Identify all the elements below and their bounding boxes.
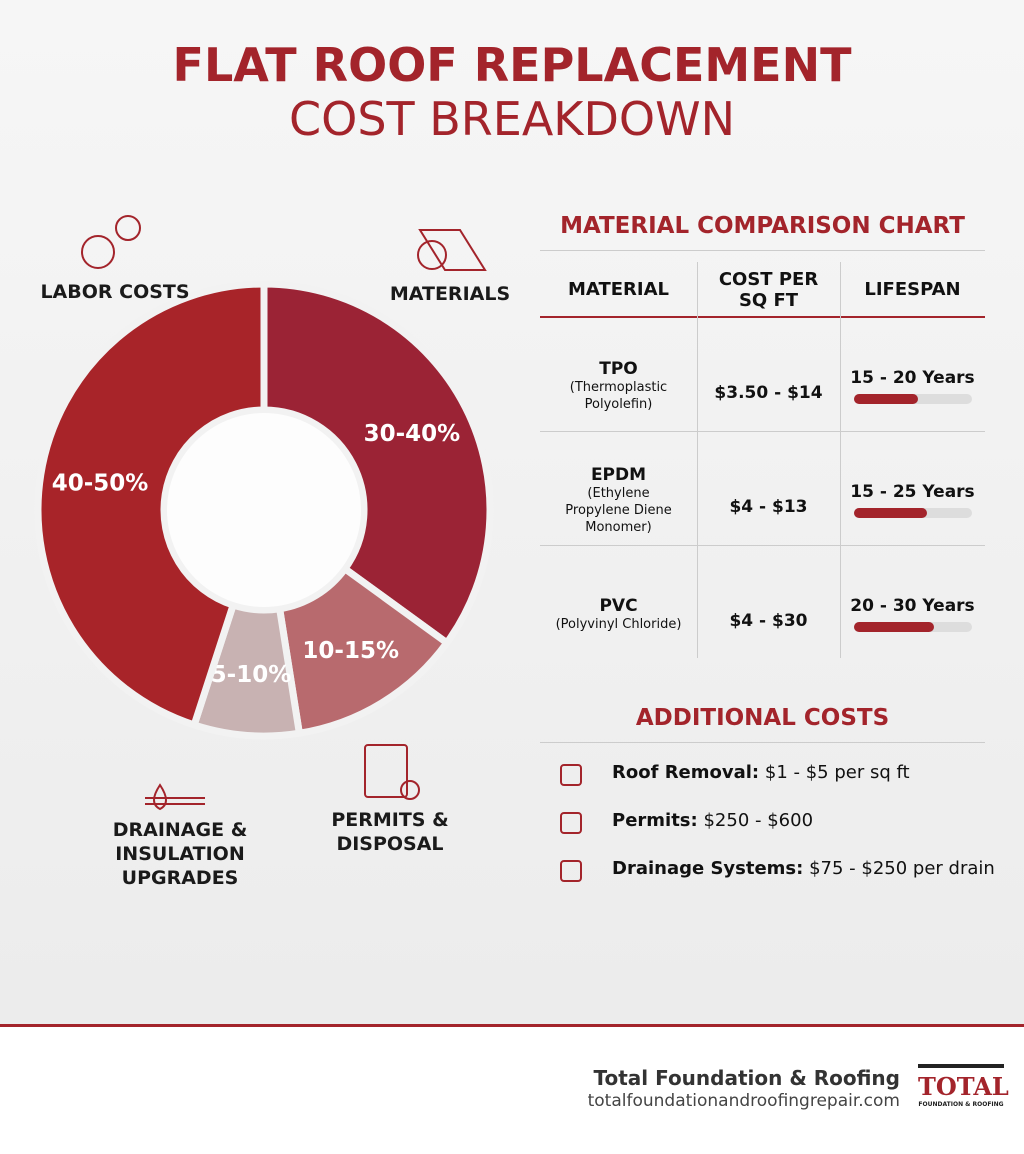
material-full-name: (Polyvinyl Chloride)	[555, 616, 682, 632]
donut-hole	[167, 413, 361, 607]
vline	[697, 262, 698, 658]
cost: $4 - $13	[729, 497, 808, 517]
lifespan-cell: 15 - 25 Years	[840, 432, 985, 546]
table-title: MATERIAL COMPARISON CHART	[560, 213, 965, 239]
company-url: totalfoundationandroofingrepair.com	[587, 1091, 900, 1111]
cost-item-value: $75 - $250 per drain	[809, 858, 995, 879]
donut-segment	[260, 280, 494, 648]
cost-item-icon	[560, 764, 582, 786]
column-header: COST PER SQ FT	[718, 268, 819, 311]
subtitle: COST BREAKDOWN	[289, 92, 735, 146]
material-full-name: (Thermoplastic Polyolefin)	[569, 380, 668, 412]
column-header: MATERIAL	[568, 279, 669, 300]
logo: TOTAL FOUNDATION & ROOFING	[918, 1064, 1009, 1124]
segment-label: 40-50%	[52, 471, 149, 497]
lifespan-track	[853, 394, 972, 404]
cost-item: Roof Removal: $1 - $5 per sq ft	[612, 762, 910, 783]
company-name: Total Foundation & Roofing	[593, 1066, 900, 1090]
donut-segment	[275, 563, 452, 738]
lifespan-fill	[853, 622, 934, 632]
footer-rule	[0, 1024, 1024, 1027]
segment-label: 10-15%	[302, 638, 399, 664]
material-full-name: (Ethylene Propylene Diene Monomer)	[565, 485, 672, 535]
column-header: LIFESPAN	[864, 279, 961, 300]
cost-item-label: Permits:	[612, 810, 698, 831]
vline	[840, 262, 841, 658]
row-rule	[540, 545, 985, 546]
material-cell: PVC (Polyvinyl Chloride)	[540, 546, 697, 660]
lifespan-cell: 20 - 30 Years	[840, 546, 985, 660]
segment-label: 5-10%	[211, 662, 292, 688]
lifespan-cell: 15 - 20 Years	[840, 318, 985, 432]
cost-item-label: Roof Removal:	[612, 762, 760, 783]
donut-chart: 30-40% 10-15% 5-10% 40-50%	[34, 215, 494, 811]
cost: $3.50 - $14	[714, 383, 823, 403]
lifespan: 15 - 20 Years	[850, 368, 975, 388]
segment-label: 30-40%	[364, 421, 461, 447]
icons	[81, 215, 487, 811]
cost: $4 - $30	[729, 611, 808, 631]
logo-subtext: FOUNDATION & ROOFING	[918, 1101, 1004, 1108]
material-cell: EPDM (Ethylene Propylene Diene Monomer)	[540, 432, 697, 546]
header-rule	[540, 316, 985, 318]
cost-item-value: $1 - $5 per sq ft	[764, 762, 910, 783]
footer	[0, 1027, 1024, 1154]
row-rule	[540, 431, 985, 432]
category-label: LABOR COSTS	[40, 281, 190, 303]
category-label: PERMITS & DISPOSAL	[331, 809, 449, 855]
lifespan-track	[853, 622, 972, 632]
cost-item: Permits: $250 - $600	[612, 810, 813, 831]
cost-item-label: Drainage Systems:	[612, 858, 804, 879]
cost-item-icon	[560, 812, 582, 834]
material-name: EPDM	[590, 464, 647, 485]
lifespan-track	[853, 508, 972, 518]
lifespan-fill	[853, 394, 919, 404]
logo-text: TOTAL	[918, 1072, 1009, 1101]
cost-item-icon	[560, 860, 582, 882]
category-label: DRAINAGE & INSULATION UPGRADES	[112, 819, 248, 889]
donut-segment	[34, 280, 268, 730]
additional-title: ADDITIONAL COSTS	[635, 705, 890, 731]
material-cell: TPO (Thermoplastic Polyolefin)	[540, 318, 697, 432]
material-name: PVC	[599, 595, 638, 616]
title: FLAT ROOF REPLACEMENT	[172, 38, 852, 92]
lifespan: 15 - 25 Years	[850, 482, 975, 502]
category-label: MATERIALS	[389, 283, 511, 305]
cost-item-value: $250 - $600	[703, 810, 814, 831]
material-name: TPO	[599, 359, 638, 379]
lifespan: 20 - 30 Years	[850, 596, 975, 616]
lifespan-fill	[853, 508, 927, 518]
cost-item: Drainage Systems: $75 - $250 per drain	[612, 858, 995, 879]
